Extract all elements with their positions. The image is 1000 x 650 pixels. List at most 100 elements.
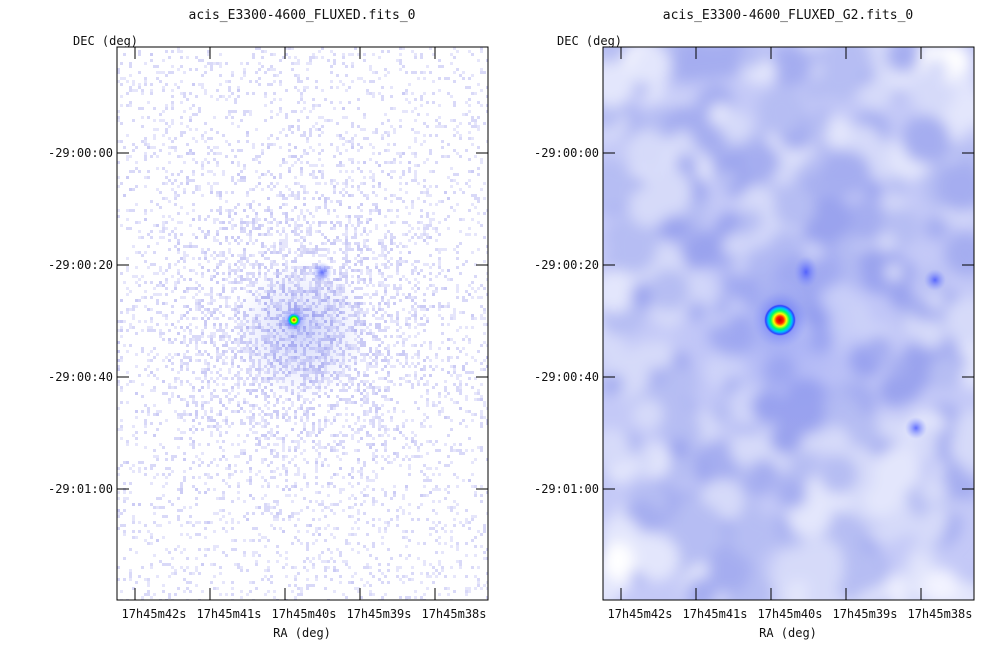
noise-pixel [474, 317, 477, 320]
noise-pixel [255, 389, 258, 392]
noise-pixel [423, 71, 426, 74]
noise-pixel [240, 263, 243, 266]
noise-pixel [474, 458, 477, 461]
noise-pixel [432, 290, 435, 293]
noise-pixel [396, 329, 399, 332]
noise-pixel [198, 185, 201, 188]
noise-pixel [318, 104, 321, 107]
noise-pixel [231, 473, 234, 476]
noise-pixel [483, 308, 486, 311]
noise-pixel [294, 197, 297, 200]
noise-pixel [210, 335, 213, 338]
noise-pixel [243, 383, 246, 386]
noise-pixel [138, 575, 141, 578]
noise-pixel [381, 404, 384, 407]
noise-pixel [231, 191, 234, 194]
noise-pixel [267, 146, 270, 149]
noise-pixel [177, 212, 180, 215]
noise-pixel [222, 332, 225, 335]
noise-pixel [123, 461, 126, 464]
noise-pixel [420, 143, 423, 146]
noise-pixel [243, 176, 246, 179]
noise-pixel [192, 170, 195, 173]
noise-pixel [216, 191, 219, 194]
noise-pixel [237, 392, 240, 395]
noise-pixel [150, 464, 153, 467]
noise-pixel [366, 89, 369, 92]
noise-pixel [192, 209, 195, 212]
noise-pixel [417, 407, 420, 410]
noise-pixel [402, 425, 405, 428]
noise-pixel [162, 167, 165, 170]
noise-pixel [141, 383, 144, 386]
noise-pixel [417, 236, 420, 239]
noise-pixel [249, 221, 252, 224]
noise-pixel [228, 248, 231, 251]
noise-pixel [348, 401, 351, 404]
noise-pixel [306, 557, 309, 560]
noise-pixel [231, 362, 234, 365]
noise-pixel [351, 533, 354, 536]
noise-pixel [438, 200, 441, 203]
noise-pixel [348, 140, 351, 143]
noise-pixel [282, 239, 285, 242]
noise-pixel [183, 329, 186, 332]
noise-pixel [402, 152, 405, 155]
noise-pixel [219, 374, 222, 377]
noise-pixel [405, 557, 408, 560]
noise-pixel [477, 128, 480, 131]
noise-pixel [261, 425, 264, 428]
noise-pixel [327, 410, 330, 413]
noise-pixel [456, 290, 459, 293]
noise-pixel [306, 86, 309, 89]
noise-pixel [399, 464, 402, 467]
noise-pixel [450, 461, 453, 464]
noise-pixel [474, 233, 477, 236]
noise-pixel [255, 473, 258, 476]
noise-pixel [399, 257, 402, 260]
noise-pixel [429, 71, 432, 74]
noise-pixel [168, 521, 171, 524]
noise-pixel [336, 434, 339, 437]
noise-pixel [360, 398, 363, 401]
noise-pixel [159, 80, 162, 83]
noise-pixel [234, 302, 237, 305]
noise-pixel [366, 392, 369, 395]
noise-pixel [429, 344, 432, 347]
noise-pixel [258, 407, 261, 410]
noise-pixel [273, 515, 276, 518]
noise-pixel [312, 440, 315, 443]
noise-pixel [372, 335, 375, 338]
noise-pixel [252, 383, 255, 386]
noise-pixel [234, 563, 237, 566]
noise-pixel [396, 197, 399, 200]
noise-pixel [258, 83, 261, 86]
noise-pixel [162, 197, 165, 200]
noise-pixel [372, 452, 375, 455]
noise-pixel [225, 419, 228, 422]
noise-pixel [240, 62, 243, 65]
noise-pixel [408, 83, 411, 86]
noise-pixel [231, 389, 234, 392]
noise-pixel [273, 98, 276, 101]
noise-pixel [357, 206, 360, 209]
noise-pixel [213, 335, 216, 338]
noise-pixel [420, 71, 423, 74]
noise-pixel [459, 374, 462, 377]
noise-pixel [192, 395, 195, 398]
noise-pixel [420, 209, 423, 212]
noise-pixel [222, 455, 225, 458]
noise-pixel [369, 407, 372, 410]
noise-pixel [291, 155, 294, 158]
noise-pixel [192, 179, 195, 182]
noise-pixel [483, 416, 486, 419]
noise-pixel [429, 341, 432, 344]
noise-pixel [363, 116, 366, 119]
noise-pixel [153, 356, 156, 359]
noise-pixel [432, 293, 435, 296]
noise-pixel [417, 197, 420, 200]
noise-pixel [162, 227, 165, 230]
noise-pixel [378, 323, 381, 326]
noise-pixel [246, 284, 249, 287]
noise-pixel [414, 164, 417, 167]
